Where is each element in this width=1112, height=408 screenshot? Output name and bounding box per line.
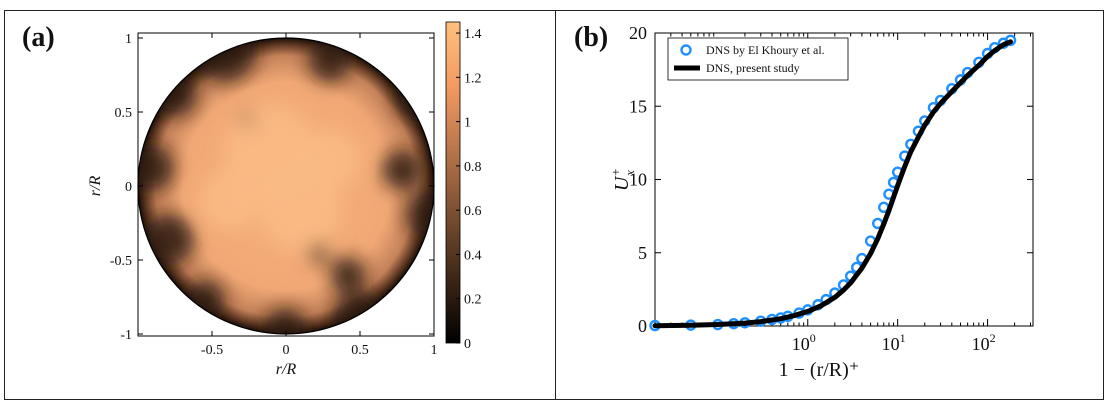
y-tick-label: -1 <box>120 328 132 343</box>
x-tick-label: 101 <box>882 331 906 354</box>
dark-vortex <box>142 214 194 266</box>
heatmap-chart: -0.5 0 0.5 1 -1 -0.5 0 0.5 1 r/R r/R 0 0.2 0.4 0.6 0.8… <box>87 21 482 378</box>
panel-divider <box>555 10 556 400</box>
x-axis-label: r/R <box>276 361 297 378</box>
y-tick-label: -0.5 <box>110 254 132 269</box>
legend-box <box>667 37 849 81</box>
y-axis-label: U+x <box>608 168 637 191</box>
x-tick-label: 0 <box>283 343 290 358</box>
heatmap-axes: -0.5 0 0.5 1 -1 -0.5 0 0.5 1 r/R r/R <box>87 32 438 378</box>
dark-vortex <box>406 191 434 239</box>
colorbar-tick-label: 1.4 <box>464 27 482 42</box>
x-axis-label: 1 − (r/R)⁺ <box>779 359 860 381</box>
data-point-el-khoury <box>1004 34 1017 47</box>
colorbar-tick-label: 1.2 <box>464 71 482 86</box>
light-core <box>260 170 340 250</box>
y-tick-label: 5 <box>638 243 647 263</box>
x-tick-label: -0.5 <box>201 343 223 358</box>
legend-label-present-study: DNS, present study <box>706 61 800 75</box>
y-axis-label: r/R <box>87 176 104 197</box>
panel-b-label: (b) <box>574 22 609 53</box>
light-core <box>200 170 260 230</box>
colorbar-tick-label: 0.2 <box>464 293 482 308</box>
x-tick-label: 0.5 <box>351 343 369 358</box>
dark-vortex <box>263 308 307 334</box>
colorbar-tick-label: 0 <box>464 337 471 352</box>
profile-series <box>649 34 1017 332</box>
dark-vortex <box>138 144 174 192</box>
dark-vortex <box>330 257 366 293</box>
figure-frame <box>4 10 1104 400</box>
colorbar-tick-label: 0.4 <box>464 248 482 263</box>
x-tick-label: 1 <box>431 343 438 358</box>
profile-axes: 0 5 10 15 20 100 101 102 1 − (r/R)⁺ U+x <box>608 23 1034 381</box>
heatmap-plot-area <box>137 32 435 337</box>
colorbar-tick-label: 1 <box>464 116 471 131</box>
y-tick-label: 0.5 <box>115 106 133 121</box>
legend: DNS by El Khoury et al. DNS, present stud… <box>667 37 849 81</box>
y-tick-label: 10 <box>629 170 647 190</box>
y-tick-label: 20 <box>629 23 647 43</box>
y-tick-label: 15 <box>629 96 647 116</box>
dark-vortex <box>382 150 422 190</box>
colorbar-tick-label: 0.8 <box>464 160 482 175</box>
x-tick-label: 100 <box>792 331 816 354</box>
line-present-study <box>652 39 1013 329</box>
legend-label-el-khoury: DNS by El Khoury et al. <box>706 43 825 57</box>
panel-a-label: (a) <box>22 22 55 53</box>
legend-marker-el-khoury <box>680 44 692 56</box>
colorbar-tick-label: 0.6 <box>464 204 482 219</box>
y-tick-label: 0 <box>638 316 647 336</box>
colorbar: 0 0.2 0.4 0.6 0.8 1 1.2 1.4 <box>445 21 482 352</box>
y-tick-label: 1 <box>125 32 132 47</box>
y-tick-label: 0 <box>125 180 132 195</box>
light-core <box>300 130 360 190</box>
colorbar-gradient <box>445 21 461 344</box>
x-tick-label: 102 <box>972 331 996 354</box>
